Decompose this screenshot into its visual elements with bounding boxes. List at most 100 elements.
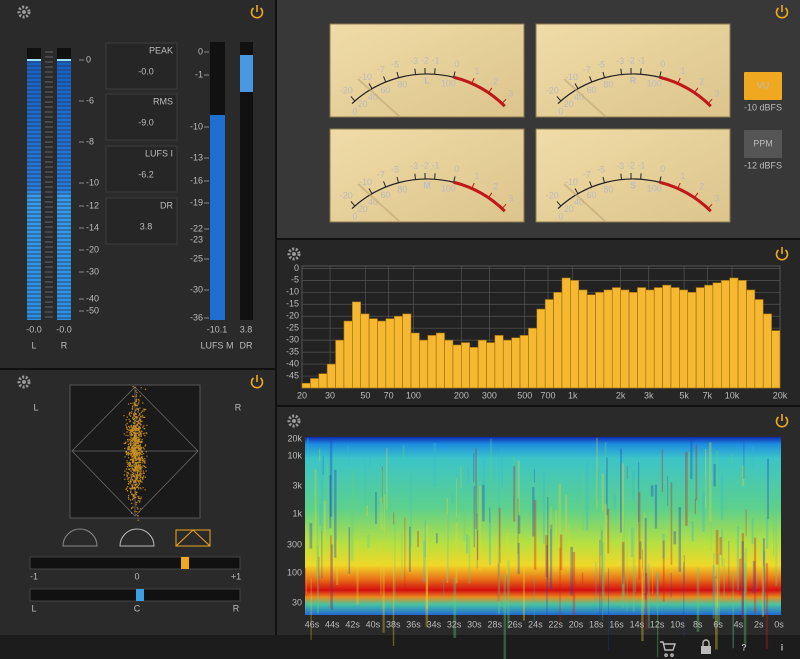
help-button[interactable]: ? [741,642,747,652]
vu-tick [350,201,356,207]
spectrogram-texture [334,469,337,558]
vu-percent-label: 80 [397,79,407,89]
vu-needle-shadow [357,183,401,223]
spectrogram-texture [425,562,429,627]
power-button[interactable] [250,7,264,19]
spectrogram-texture [638,492,641,580]
mode-button[interactable] [744,72,782,100]
spectrogram-texture [305,568,307,595]
spectrogram-texture [356,540,359,605]
settings-gear[interactable] [17,375,31,389]
spectrogram-texture [572,551,576,616]
time-label: 40s [366,619,381,629]
spectrogram-texture [393,512,395,525]
spectrogram-texture [662,533,665,559]
freq-label: 1k [292,508,302,518]
settings-gear[interactable] [287,414,301,428]
loudness-reading: 3.8 [240,324,253,334]
spectrogram-texture [712,564,715,619]
vu-scale-label: -7 [377,169,385,179]
lock-icon[interactable] [701,646,711,654]
spectrogram-texture [622,514,626,599]
spectrum-bar [410,332,420,389]
spectrum-bar [536,308,546,389]
cart-icon[interactable] [660,641,676,658]
spectrogram-texture [351,470,354,503]
spectrogram-texture [319,448,321,462]
spectrogram-texture [446,498,449,583]
x-tick-label: 3k [644,390,654,400]
vu-scale-label: 1 [475,171,480,181]
vu-tick [488,87,493,94]
mode-button[interactable] [744,130,782,158]
slider-track[interactable] [29,556,241,570]
spectrum-bar [653,287,663,389]
settings-gear[interactable] [17,5,31,19]
spectrum-bar [570,280,580,389]
slider-track[interactable] [29,588,241,602]
vu-scale-label: 3 [714,193,719,203]
vu-tick [471,77,475,84]
power-button[interactable] [775,249,789,261]
spectrum-bar [771,330,781,389]
slider-thumb[interactable] [181,557,189,569]
spectrum-bar [586,294,596,389]
lufs-scale-label: 0 [198,46,203,56]
vu-scale-label: 3 [508,88,513,98]
gonio-label: L [33,402,38,412]
vu-arc [351,178,454,209]
gonio-mode[interactable] [62,528,98,547]
spectrum-bar [343,320,353,389]
spectrum-bar [687,292,697,389]
vu-scale-label: -2 [421,160,429,170]
spectrum-bar [435,332,445,389]
spectrogram-texture [453,577,457,638]
spectrogram-texture [507,560,510,629]
spectrum-bar [553,292,563,389]
settings-gear[interactable] [287,247,301,261]
vu-tick [556,96,562,102]
spectrogram-texture [766,517,769,549]
spectrum-bar [461,342,471,389]
spectrogram-texture [656,570,659,658]
spectrogram-texture [402,444,405,460]
vu-percent-label: 40 [574,197,584,207]
power-button[interactable] [250,377,264,389]
info-button[interactable]: i [781,642,784,652]
gonio-mode[interactable] [119,528,155,547]
spectrum-bar [729,277,739,389]
spectrum-bar [318,373,328,389]
spectrogram-texture [720,475,724,521]
time-label: 42s [345,619,360,629]
vu-arc [557,73,660,104]
vu-scale-label: -1 [638,161,646,171]
spectrogram-texture [607,508,610,554]
spectrogram-texture [705,449,707,509]
spectrogram-texture [329,475,332,529]
spectrogram-texture [670,572,672,598]
spectrogram-texture [620,448,622,533]
vu-tick [602,176,606,183]
gear-hub [292,419,296,423]
spectrum-bar [360,313,370,389]
power-button[interactable] [775,416,789,428]
spectrogram-texture [329,437,333,517]
slider-thumb[interactable] [136,589,144,601]
spectrogram-texture [756,572,758,590]
spectrogram-texture [321,531,323,579]
vu-scale-label: 0 [454,59,459,69]
vu-scale-label: 0 [660,59,665,69]
vu-percent-label: 40 [368,92,378,102]
spectrogram-texture [401,533,403,580]
power-button[interactable] [775,7,789,19]
x-tick-label: 500 [517,390,532,400]
spectrogram-texture [595,561,597,608]
vu-scale-label: -7 [583,64,591,74]
spectrogram-texture [714,557,717,577]
spectrogram-texture [742,465,745,487]
channel-label: L [31,340,36,350]
vu-scale-label: -5 [597,60,605,70]
readout-box [105,93,178,141]
spectrogram-texture [673,531,677,545]
